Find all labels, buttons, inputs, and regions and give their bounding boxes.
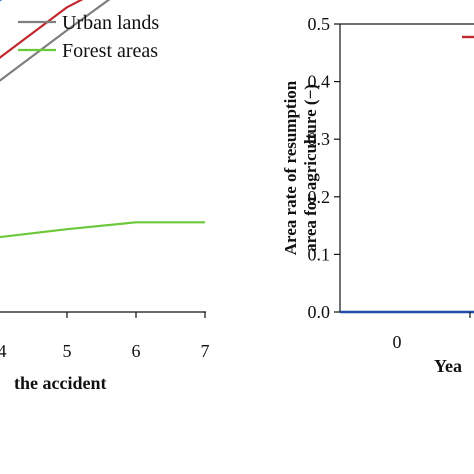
left-series-line-3 <box>0 221 205 239</box>
left-x-tick-label-5: 5 <box>63 341 72 361</box>
right-y-tick-label-0: 0.0 <box>308 302 331 322</box>
right-y-tick-label-3: 0.3 <box>308 129 331 149</box>
left-x-tick-label-4: 4 <box>0 341 7 361</box>
right-y-label-line2: area for agriculture (−) <box>301 84 320 252</box>
right-panel: 0.0 0.1 0.2 0.3 0.4 0.5 Area rate of resumpti… <box>281 14 474 376</box>
left-panel: 4 5 6 7 Urban lands Forest areas the accide… <box>0 0 210 393</box>
right-y-tick-label-1: 0.1 <box>308 244 331 264</box>
right-plot-frame <box>339 23 474 313</box>
legend-label-forest: Forest areas <box>62 40 158 62</box>
left-x-ticks: 4 5 6 7 <box>0 312 210 361</box>
right-y-tick-label-5: 0.5 <box>308 14 331 34</box>
left-legend: Urban lands Forest areas <box>18 12 159 62</box>
left-x-axis-title: the accident <box>14 373 106 393</box>
right-x-axis-title-partial: Yea <box>434 356 462 376</box>
right-x-tick-0: 0 <box>393 332 402 352</box>
right-y-axis-title: Area rate of resumption area for agricul… <box>281 80 320 255</box>
right-y-tick-label-2: 0.2 <box>308 187 331 207</box>
right-y-tick-label-4: 0.4 <box>308 72 331 92</box>
legend-label-urban: Urban lands <box>62 12 159 34</box>
left-x-tick-label-6: 6 <box>132 341 141 361</box>
left-x-tick-label-7: 7 <box>201 341 210 361</box>
left-series-lines <box>0 0 205 239</box>
left-series-line-2 <box>0 0 111 82</box>
right-y-ticks: 0.0 0.1 0.2 0.3 0.4 0.5 <box>308 14 340 322</box>
right-y-label-line1: Area rate of resumption <box>281 80 300 255</box>
